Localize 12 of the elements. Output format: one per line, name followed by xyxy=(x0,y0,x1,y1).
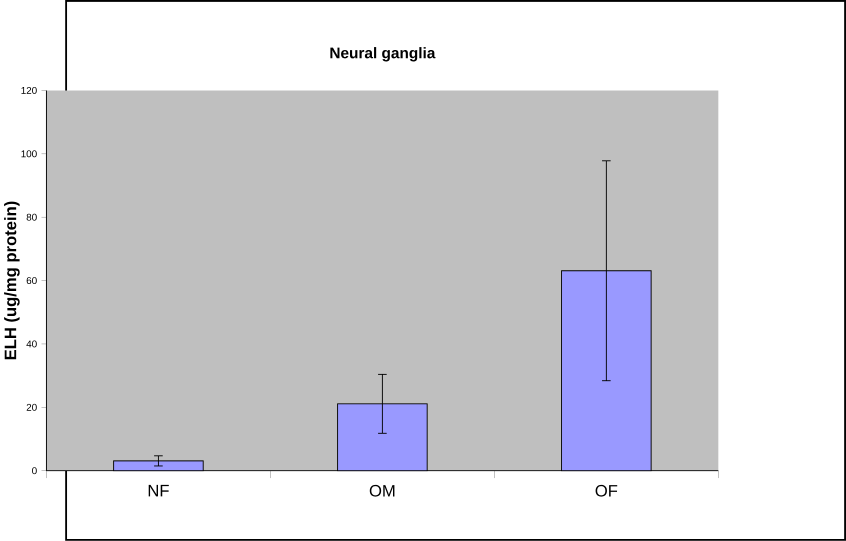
y-tick-label: 80 xyxy=(26,214,37,221)
y-tick-label: 100 xyxy=(21,150,37,158)
x-tick-label: OM xyxy=(370,484,394,497)
chart-title: Neural ganglia xyxy=(330,47,436,62)
y-tick-label: 20 xyxy=(26,404,37,411)
y-tick-label: 0 xyxy=(32,467,37,474)
y-tick-label: 60 xyxy=(26,277,37,284)
y-tick-label: 40 xyxy=(26,340,37,348)
y-axis-title: ELH (ug/mg protein) xyxy=(4,202,20,360)
x-tick-label: NF xyxy=(148,484,169,496)
x-tick-label: OF xyxy=(596,484,618,497)
y-tick-label: 120 xyxy=(21,87,37,94)
